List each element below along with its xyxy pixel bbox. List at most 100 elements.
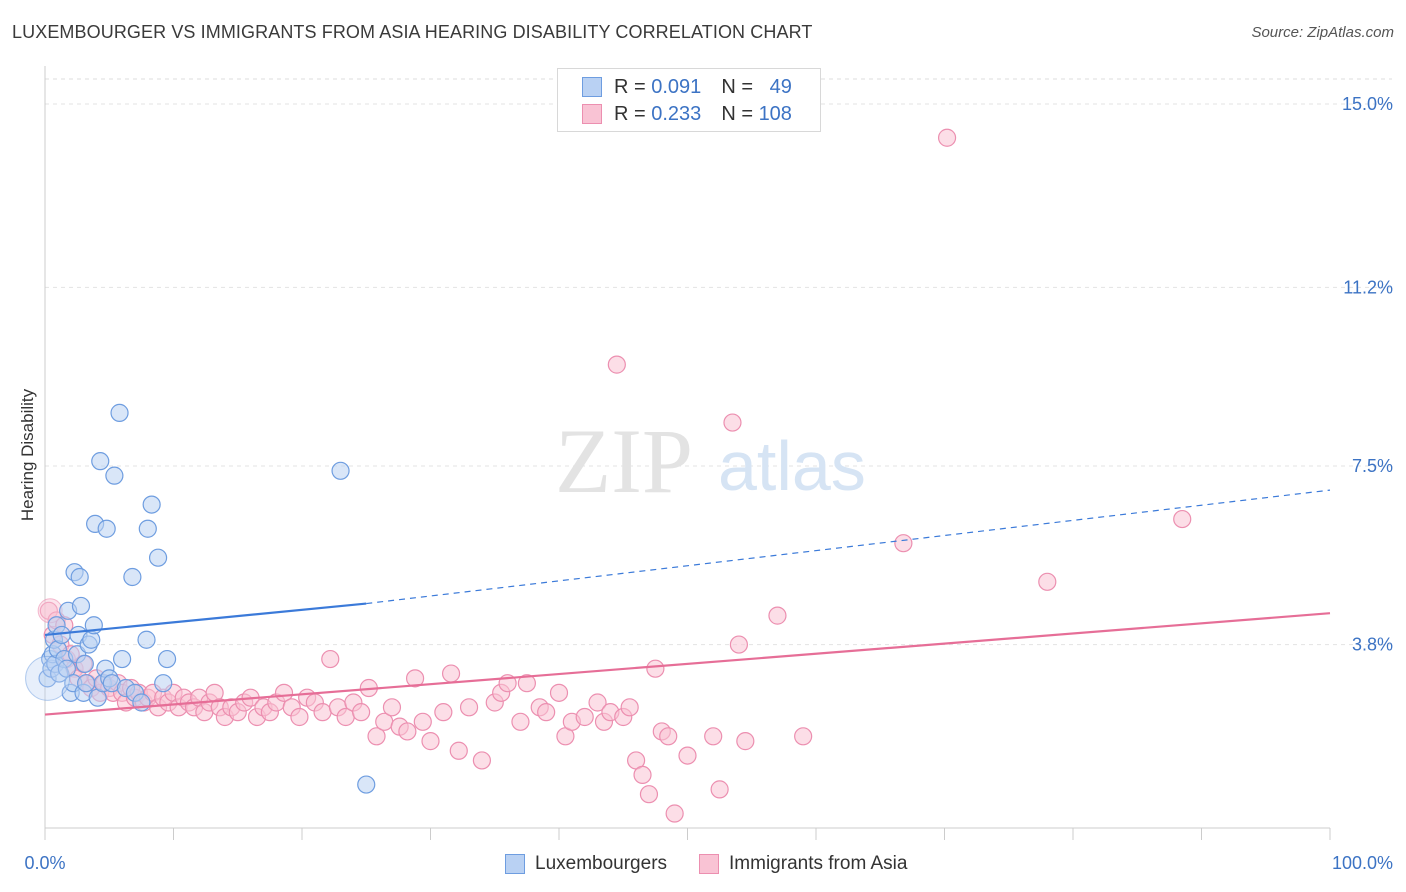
data-point-immigrants: [729, 635, 749, 654]
data-point-immigrants: [575, 707, 594, 727]
data-point-immigrants: [588, 693, 607, 712]
data-point-luxembourgers-cluster: [25, 655, 71, 701]
data-point-immigrants: [1038, 572, 1057, 591]
watermark-zip: ZIP: [555, 410, 693, 512]
data-point-luxembourgers: [97, 519, 116, 538]
legend-label: Luxembourgers: [535, 853, 668, 874]
axes: [44, 66, 1331, 840]
data-point-immigrants: [639, 785, 659, 804]
data-point-immigrants: [517, 674, 536, 693]
watermark-atlas: atlas: [718, 427, 866, 505]
n-label: N =: [721, 75, 753, 98]
data-point-immigrants: [710, 780, 729, 799]
data-point-immigrants: [367, 727, 386, 746]
data-point-immigrants: [607, 355, 626, 374]
data-point-immigrants: [398, 722, 417, 741]
data-point-immigrants: [937, 128, 957, 147]
data-point-immigrants: [659, 727, 678, 746]
trend-line-immigrants: [44, 612, 1331, 716]
data-point-immigrants: [382, 698, 402, 717]
trend-line-luxembourgers: [44, 602, 367, 637]
data-point-immigrants: [549, 683, 569, 702]
data-point-immigrants: [736, 732, 755, 751]
data-point-immigrants: [352, 703, 371, 722]
r-value: 0.233: [651, 102, 702, 125]
data-point-luxembourgers: [157, 649, 177, 669]
data-point-immigrants: [321, 649, 340, 669]
stats-legend: R = 0.091 N = 49 R = 0.233 N = 108: [557, 68, 821, 132]
data-point-immigrants: [620, 698, 639, 717]
data-point-luxembourgers: [71, 596, 91, 616]
y-tick-label: 7.5%: [1352, 456, 1393, 476]
data-point-luxembourgers: [357, 775, 376, 794]
bottom-legend: Luxembourgers Immigrants from Asia: [505, 852, 939, 876]
x-tick-labels: 0.0% 100.0%: [24, 853, 1393, 873]
data-point-luxembourgers: [112, 649, 132, 669]
data-point-luxembourgers: [142, 495, 161, 514]
data-point-immigrants: [633, 765, 652, 785]
trend-lines: [44, 489, 1331, 716]
legend-label: Immigrants from Asia: [729, 853, 908, 874]
data-point-luxembourgers: [154, 674, 173, 693]
data-point-luxembourgers: [110, 403, 129, 422]
series-immigrants-from-asia: [37, 128, 1192, 823]
swatch-immigrants: [582, 104, 602, 124]
data-point-immigrants: [459, 698, 479, 717]
data-point-immigrants: [678, 746, 697, 765]
data-point-immigrants: [434, 703, 453, 722]
swatch-luxembourgers: [582, 77, 602, 97]
data-point-immigrants: [421, 732, 440, 751]
data-point-immigrants: [449, 741, 468, 760]
data-point-luxembourgers: [138, 519, 157, 538]
r-label: R =: [614, 102, 646, 125]
data-point-immigrants: [441, 664, 461, 683]
data-point-immigrants: [537, 703, 556, 722]
y-tick-labels: 3.8% 7.5% 11.2% 15.0%: [1342, 94, 1393, 655]
watermark: ZIP atlas: [555, 410, 866, 512]
x-tick-label-max: 100.0%: [1332, 853, 1393, 873]
stats-row-immigrants: R = 0.233 N = 108: [582, 101, 792, 127]
data-point-luxembourgers: [70, 567, 89, 587]
data-point-immigrants: [665, 804, 684, 823]
data-point-luxembourgers: [123, 567, 142, 587]
data-point-luxembourgers: [331, 461, 350, 480]
trend-line-luxembourgers-extension: [366, 489, 1331, 605]
data-point-immigrants: [894, 534, 913, 553]
data-point-immigrants: [313, 703, 332, 722]
stats-row-luxembourgers: R = 0.091 N = 49: [582, 74, 792, 100]
data-point-immigrants: [511, 712, 530, 731]
data-point-immigrants: [794, 727, 813, 746]
r-label: R =: [614, 75, 646, 98]
data-point-luxembourgers: [148, 548, 168, 567]
data-point-immigrants: [290, 707, 309, 727]
n-value: 108: [758, 102, 792, 125]
data-point-immigrants: [768, 606, 787, 625]
data-point-luxembourgers: [91, 452, 110, 471]
data-point-luxembourgers: [77, 674, 96, 693]
data-point-immigrants: [704, 727, 723, 746]
source-label: Source: ZipAtlas.com: [1251, 24, 1394, 41]
data-point-luxembourgers: [75, 654, 94, 673]
data-point-luxembourgers: [105, 466, 124, 485]
data-point-immigrants: [413, 712, 432, 731]
data-point-immigrants: [472, 751, 491, 770]
r-value: 0.091: [651, 75, 702, 98]
y-tick-label: 3.8%: [1352, 635, 1393, 655]
y-tick-label: 15.0%: [1342, 94, 1393, 114]
data-point-immigrants: [405, 669, 425, 688]
legend-item-luxembourgers[interactable]: Luxembourgers: [505, 853, 667, 875]
data-point-immigrants: [646, 659, 665, 678]
n-label: N =: [721, 102, 753, 125]
data-point-luxembourgers: [137, 630, 156, 649]
n-value: 49: [769, 75, 792, 98]
data-point-immigrants: [723, 413, 742, 432]
legend-swatch-immigrants: [699, 854, 720, 874]
data-point-immigrants: [1173, 509, 1192, 529]
chart-title: LUXEMBOURGER VS IMMIGRANTS FROM ASIA HEA…: [12, 22, 813, 42]
legend-swatch-luxembourgers: [505, 854, 525, 874]
y-tick-label: 11.2%: [1343, 277, 1393, 297]
series-luxembourgers: [25, 403, 376, 794]
gridlines: [45, 78, 1392, 646]
legend-item-immigrants[interactable]: Immigrants from Asia: [699, 853, 907, 875]
